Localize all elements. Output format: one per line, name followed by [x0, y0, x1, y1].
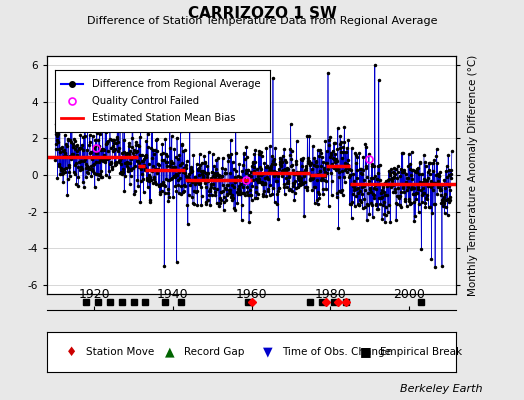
- Text: ■: ■: [360, 346, 372, 358]
- Text: CARRIZOZO 1 SW: CARRIZOZO 1 SW: [188, 6, 336, 21]
- Text: Empirical Break: Empirical Break: [380, 347, 462, 357]
- Text: Berkeley Earth: Berkeley Earth: [400, 384, 482, 394]
- Text: Station Move: Station Move: [86, 347, 154, 357]
- Text: Difference from Regional Average: Difference from Regional Average: [92, 79, 260, 89]
- Text: Difference of Station Temperature Data from Regional Average: Difference of Station Temperature Data f…: [87, 16, 437, 26]
- Text: Estimated Station Mean Bias: Estimated Station Mean Bias: [92, 113, 235, 123]
- Text: Quality Control Failed: Quality Control Failed: [92, 96, 199, 106]
- Text: Record Gap: Record Gap: [184, 347, 245, 357]
- Y-axis label: Monthly Temperature Anomaly Difference (°C): Monthly Temperature Anomaly Difference (…: [468, 54, 478, 296]
- Text: Time of Obs. Change: Time of Obs. Change: [282, 347, 391, 357]
- Text: ▼: ▼: [263, 346, 272, 358]
- Text: ♦: ♦: [66, 346, 78, 358]
- Text: ▲: ▲: [165, 346, 174, 358]
